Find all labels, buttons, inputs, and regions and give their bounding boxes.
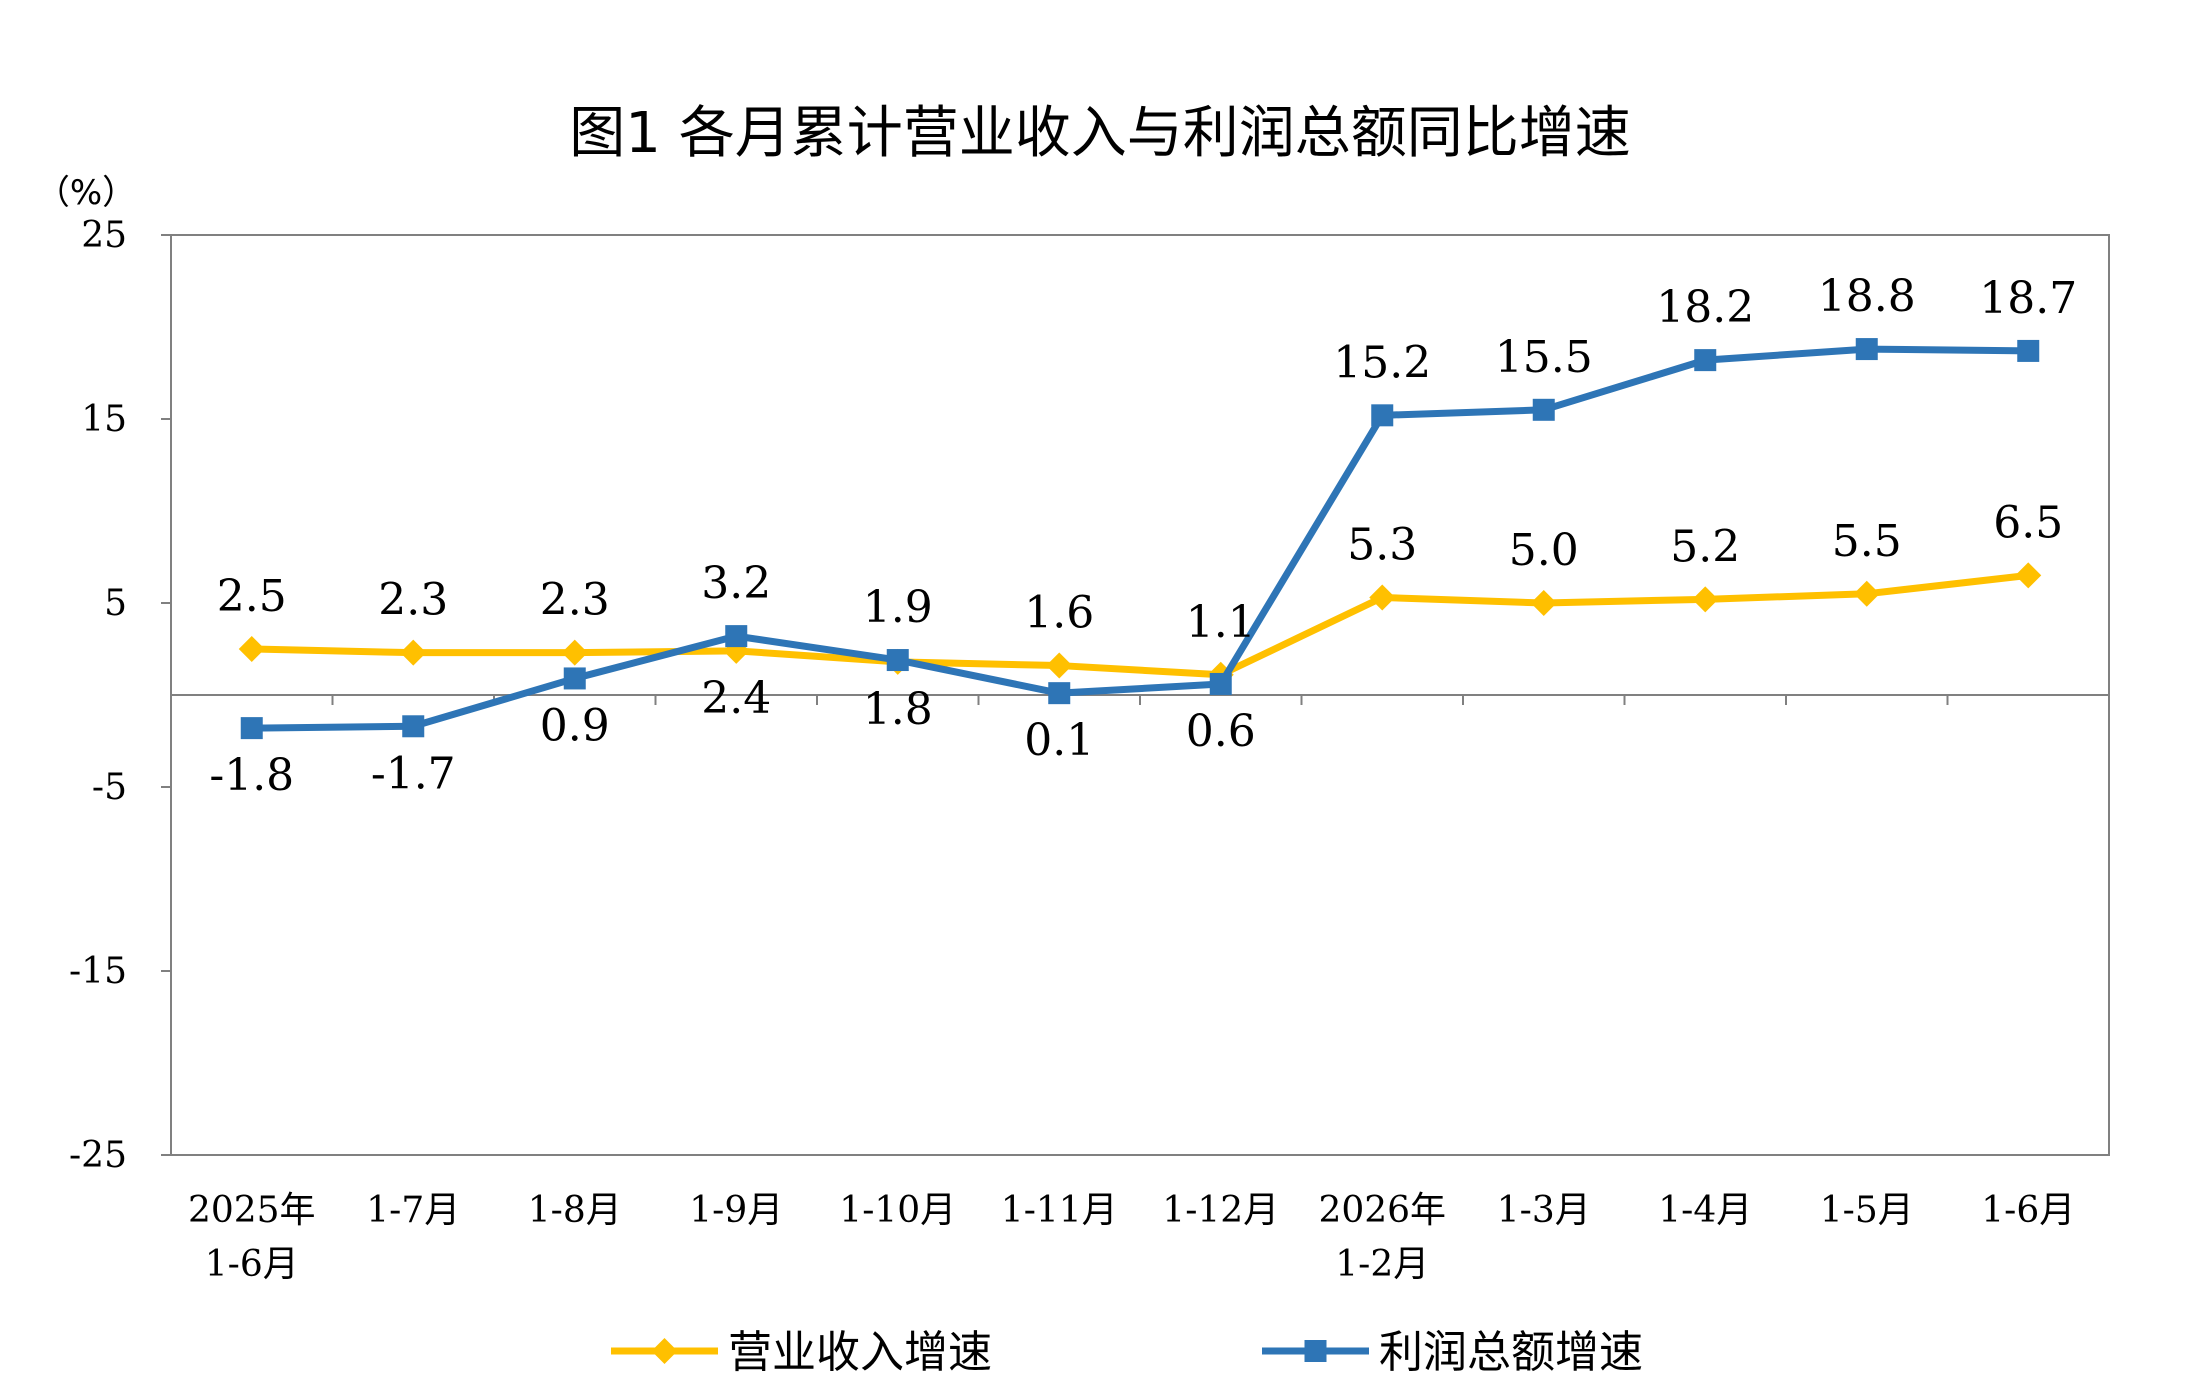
revenue-data-label: 1.1: [1186, 597, 1256, 648]
profit-point: [563, 667, 586, 690]
revenue-data-label: 5.3: [1347, 519, 1417, 570]
x-tick-label: 1-9月: [689, 1190, 783, 1231]
y-tick-label: 5: [104, 583, 127, 624]
revenue-point: [2015, 562, 2042, 589]
profit-data-label: 0.1: [1024, 715, 1094, 766]
legend-revenue-marker: [651, 1338, 678, 1364]
x-tick-label: 2025年 1-6月: [188, 1190, 316, 1285]
revenue-point: [1692, 586, 1719, 613]
x-tick-label: 2026年 1-2月: [1318, 1190, 1446, 1285]
profit-point: [1694, 349, 1717, 372]
revenue-point: [400, 639, 427, 666]
revenue-data-label: 2.3: [540, 575, 610, 626]
profit-point: [2017, 339, 2040, 362]
profit-point: [1371, 404, 1394, 427]
y-tick-label: -15: [69, 951, 127, 992]
y-axis-unit: （%）: [36, 173, 136, 213]
y-tick-label: 15: [81, 399, 127, 440]
profit-point: [1209, 672, 1232, 695]
revenue-point: [561, 639, 588, 666]
x-tick-label: 1-6月: [1981, 1190, 2075, 1231]
profit-data-label: 15.5: [1495, 332, 1593, 383]
revenue-point: [1046, 652, 1073, 679]
revenue-data-label: 6.5: [1993, 497, 2063, 548]
revenue-data-label: 2.4: [701, 673, 771, 724]
x-tick-label: 1-4月: [1658, 1190, 1752, 1231]
profit-growth-line: [251, 345, 2029, 732]
legend-revenue-label: 营业收入增速: [728, 1327, 992, 1378]
profit-point: [1855, 338, 1878, 361]
profit-data-label: 18.2: [1656, 282, 1754, 333]
profit-point: [240, 717, 263, 740]
profit-point: [886, 649, 909, 672]
revenue-data-label: 5.0: [1509, 525, 1579, 576]
x-tick-label: 1-11月: [1001, 1190, 1118, 1231]
profit-data-label: -1.7: [371, 748, 456, 799]
x-tick-label: 1-7月: [366, 1190, 460, 1231]
y-tick-label: 25: [81, 215, 127, 256]
profit-data-label: 0.9: [540, 700, 610, 751]
profit-point: [1532, 398, 1555, 421]
profit-data-label: 18.7: [1979, 273, 2077, 324]
profit-data-label: 18.8: [1818, 271, 1916, 322]
profit-data-label: -1.8: [209, 750, 294, 801]
revenue-point: [1530, 590, 1557, 616]
revenue-data-label: 2.3: [378, 575, 448, 626]
profit-data-label: 15.2: [1333, 337, 1431, 388]
y-tick-label: -25: [69, 1135, 127, 1176]
profit-point: [1048, 682, 1071, 705]
profit-point: [402, 715, 425, 738]
x-tick-label: 1-8月: [528, 1190, 622, 1231]
profit-point: [725, 625, 748, 648]
revenue-data-label: 1.8: [863, 684, 933, 735]
profit-data-label: 1.9: [863, 582, 933, 633]
profit-data-label: 3.2: [701, 558, 771, 609]
legend-profit-marker: [1304, 1340, 1327, 1362]
revenue-point: [1853, 580, 1880, 607]
y-tick-label: -5: [92, 767, 127, 808]
revenue-point: [1369, 584, 1396, 611]
x-tick-label: 1-10月: [839, 1190, 956, 1231]
x-tick-label: 1-5月: [1820, 1190, 1914, 1231]
revenue-data-label: 2.5: [217, 571, 287, 622]
x-tick-label: 1-12月: [1162, 1190, 1279, 1231]
revenue-data-label: 5.2: [1670, 521, 1740, 572]
legend-profit-label: 利润总额增速: [1379, 1327, 1643, 1378]
revenue-point: [238, 636, 265, 662]
revenue-data-label: 5.5: [1832, 516, 1902, 567]
profit-data-label: 0.6: [1186, 706, 1256, 757]
revenue-growth-line: [251, 571, 2029, 679]
revenue-data-label: 1.6: [1024, 588, 1094, 639]
x-tick-label: 1-3月: [1497, 1190, 1591, 1231]
chart-title: 图1 各月累计营业收入与利润总额同比增速: [569, 101, 1630, 166]
